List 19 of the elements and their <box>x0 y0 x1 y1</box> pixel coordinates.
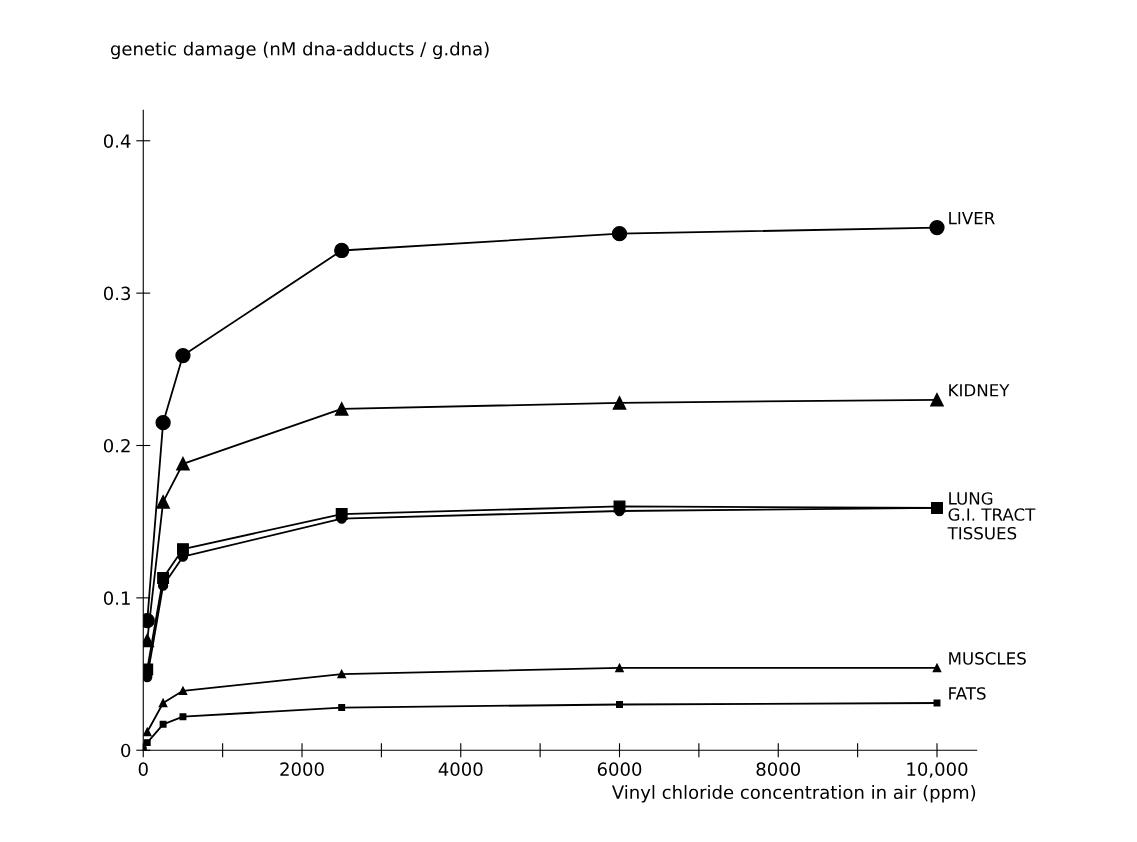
y-axis-title: genetic damage (nM dna-adducts / g.dna) <box>110 41 489 60</box>
series-label: LIVER <box>949 212 995 225</box>
y-tick-label: 0.4 <box>103 134 131 148</box>
x-tick-label: 10,000 <box>907 762 968 778</box>
series-label: MUSCLES <box>949 652 1026 665</box>
x-axis-title: Vinyl chloride concentration in air (ppm) <box>611 785 976 803</box>
x-tick-label: 8000 <box>756 762 801 776</box>
x-tick-label: 0 <box>138 762 148 776</box>
x-tick-label: 4000 <box>438 762 483 776</box>
series-label: LUNG <box>949 492 993 505</box>
series-label: FATS <box>949 687 986 700</box>
y-tick-label: 0.3 <box>103 286 131 301</box>
y-tick-label: 0.2 <box>103 438 130 453</box>
series-label: KIDNEY <box>949 384 1010 397</box>
y-tick-label: 0.1 <box>103 591 130 605</box>
y-tick-label: 0 <box>121 743 131 758</box>
series-label: G.I. TRACT TISSUES <box>947 508 1036 540</box>
x-tick-label: 6000 <box>597 762 642 776</box>
x-tick-label: 2000 <box>280 762 324 776</box>
